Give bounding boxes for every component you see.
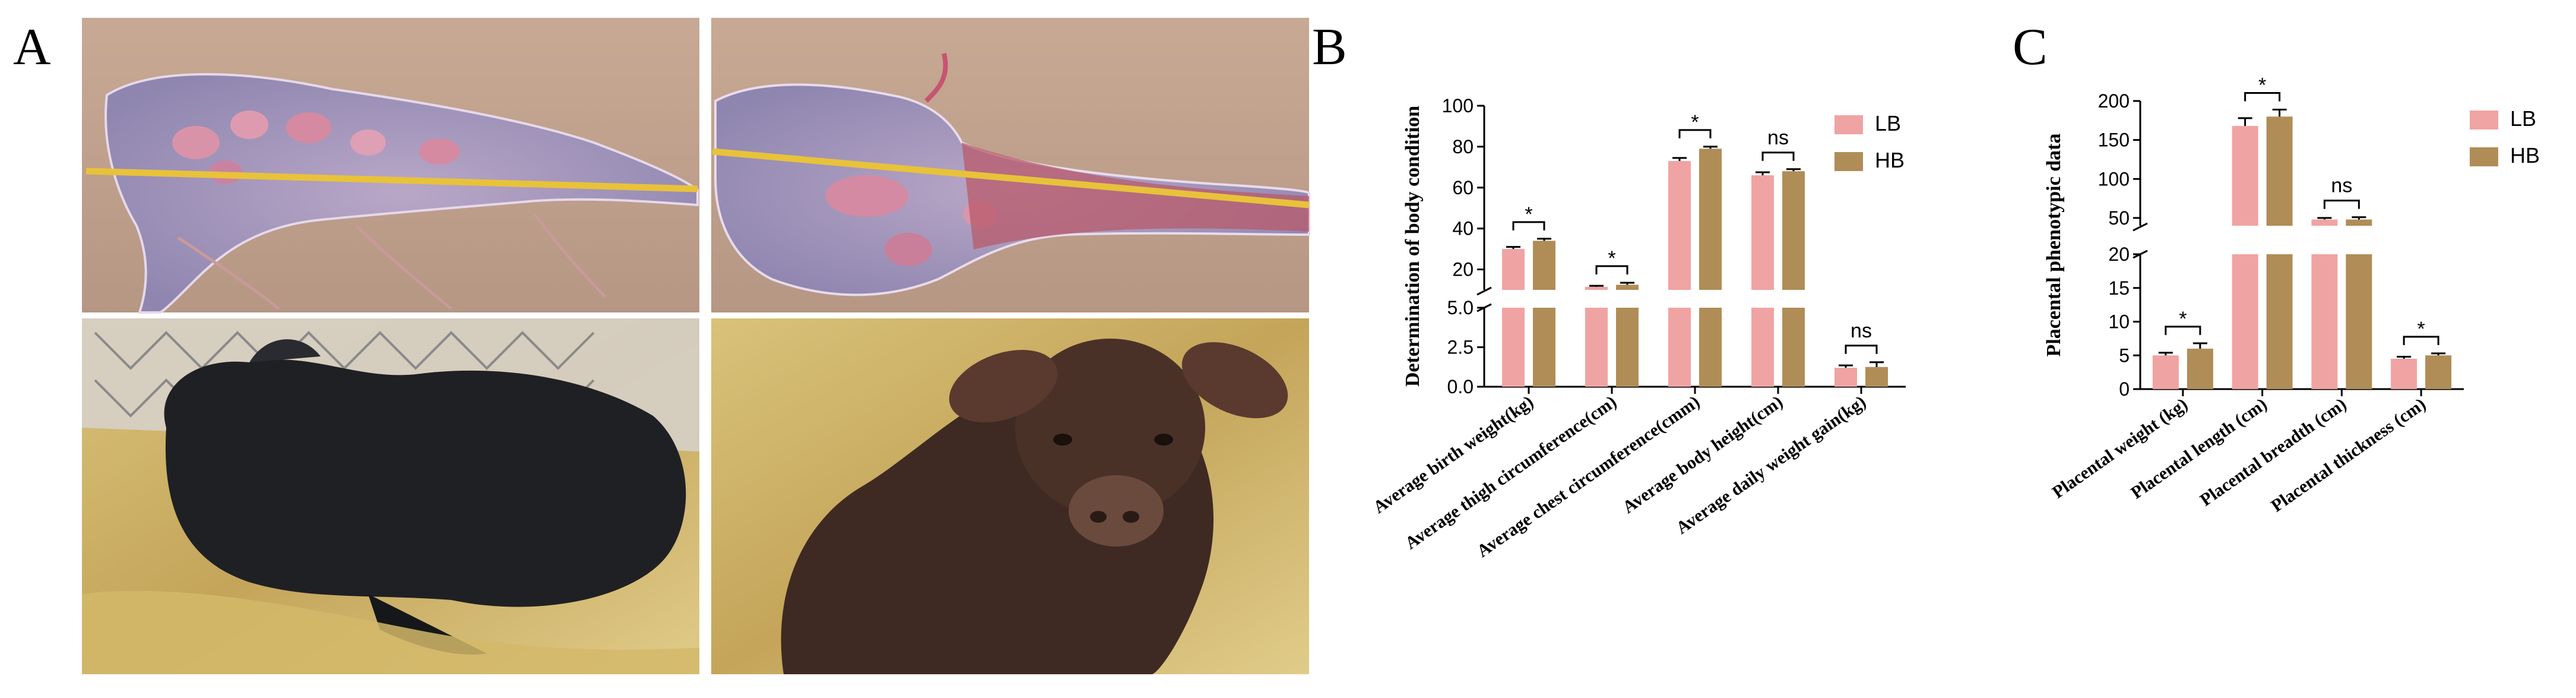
bar-lb (1668, 308, 1691, 387)
panel-letter-b: B (1312, 18, 1347, 76)
photo-placenta-hb (711, 18, 1310, 312)
bar-lb (2311, 219, 2338, 226)
legend-label-lb: LB (2510, 106, 2536, 131)
bar-hb (1616, 308, 1639, 387)
bar-lb (2311, 254, 2338, 389)
significance-label: * (1525, 203, 1532, 226)
significance-bracket (1678, 129, 1712, 138)
significance-label: * (2417, 318, 2425, 340)
y-tick-label: 0 (2119, 378, 2130, 400)
category-label: Placental thickness (cm) (2267, 394, 2429, 516)
bar-hb (1699, 308, 1722, 387)
y-tick-label: 15 (2108, 277, 2130, 299)
bar-hb (2187, 348, 2213, 389)
axis-break-mark (1476, 286, 1492, 296)
y-tick-label: 0.0 (1447, 376, 1474, 397)
significance-label: * (2258, 74, 2266, 96)
y-tick-label: 20 (1452, 259, 1474, 280)
significance-label: * (2179, 308, 2187, 330)
category-label: Placental weight (kg) (2049, 394, 2191, 503)
significance-label: * (1608, 247, 1615, 270)
legend-swatch-hb (1834, 152, 1863, 171)
bar-lb (1502, 308, 1525, 387)
bar-hb (2346, 219, 2372, 226)
bar-lb (2232, 126, 2258, 226)
bar-hb (1533, 308, 1555, 387)
bar-lb (2152, 355, 2179, 389)
bar-hb (2266, 254, 2293, 389)
y-tick-label: 60 (1452, 177, 1474, 198)
bar-lb (1751, 308, 1774, 387)
bar-hb (1616, 285, 1639, 290)
photo-calf-brown (711, 318, 1309, 674)
bar-hb (2346, 254, 2372, 389)
y-tick-label: 40 (1452, 218, 1474, 239)
bar-hb (1699, 149, 1722, 290)
significance-label: * (1691, 111, 1699, 134)
significance-bracket (1845, 345, 1878, 354)
bar-hb (2266, 116, 2293, 226)
y-tick-label: 50 (2108, 207, 2130, 229)
bar-lb (1751, 175, 1774, 290)
significance-bracket (1595, 265, 1628, 274)
category-label: Placental breadth (cm) (2197, 394, 2350, 510)
placental-phenotype-chart: C 0 5 10 15 20 50 100 150 200 Placental phenotypic… (2013, 18, 2540, 516)
bar-lb (1834, 368, 1857, 387)
y-tick-label: 10 (2108, 311, 2130, 333)
significance-label: ns (1767, 127, 1789, 149)
panel-letter-a: A (13, 18, 51, 76)
bar-hb (1533, 241, 1555, 290)
significance-label: ns (2331, 175, 2352, 197)
bar-lb (1502, 249, 1525, 290)
legend-swatch-hb (2470, 147, 2498, 166)
bar-lb (1585, 286, 1608, 290)
significance-bracket (2244, 91, 2281, 102)
y-tick-label: 5 (2119, 345, 2130, 366)
y-axis-title: Determination of body condition (1402, 106, 1424, 387)
significance-bracket (2323, 200, 2360, 209)
category-label: Placental length (cm) (2127, 394, 2270, 503)
legend-swatch-lb (1834, 115, 1863, 134)
significance-label: ns (1851, 320, 1872, 342)
category-label: Average body height(cm) (1619, 392, 1786, 517)
bar-lb (2391, 358, 2417, 389)
axis-break-mark (2133, 222, 2148, 232)
legend-label-hb: HB (1875, 148, 1905, 172)
bar-hb (1782, 171, 1805, 290)
legend-label-hb: HB (2510, 143, 2540, 168)
y-tick-label: 20 (2108, 244, 2130, 265)
legend-swatch-lb (2470, 110, 2498, 130)
y-tick-label: 150 (2098, 130, 2130, 151)
y-tick-label: 5.0 (1447, 297, 1474, 318)
significance-bracket (1761, 151, 1795, 161)
y-tick-label: 100 (2098, 168, 2130, 189)
panel-letter-c: C (2013, 18, 2048, 76)
bar-hb (2425, 355, 2452, 389)
legend-label-lb: LB (1875, 111, 1901, 135)
y-tick-label: 2.5 (1447, 337, 1474, 358)
bar-lb (1585, 308, 1608, 387)
bar-lb (2232, 254, 2258, 389)
photo-calf-black (82, 318, 699, 674)
significance-bracket (1512, 221, 1545, 230)
photo-panel: A (13, 18, 1310, 674)
category-label: Average birth weight(kg) (1370, 392, 1537, 517)
y-tick-label: 100 (1442, 95, 1474, 116)
bar-hb (1782, 308, 1805, 387)
y-axis-title: Placental phenotypic data (2043, 134, 2065, 357)
y-tick-label: 200 (2098, 90, 2130, 112)
y-tick-label: 80 (1452, 136, 1474, 157)
body-condition-chart: B 0.0 2.5 5.0 20 40 60 80 100 Determination of bo… (1312, 18, 1906, 561)
bar-lb (1668, 161, 1691, 290)
photo-placenta-lb (82, 18, 699, 314)
bar-hb (1865, 367, 1888, 387)
significance-bracket (2165, 326, 2201, 335)
significance-bracket (2403, 336, 2439, 345)
